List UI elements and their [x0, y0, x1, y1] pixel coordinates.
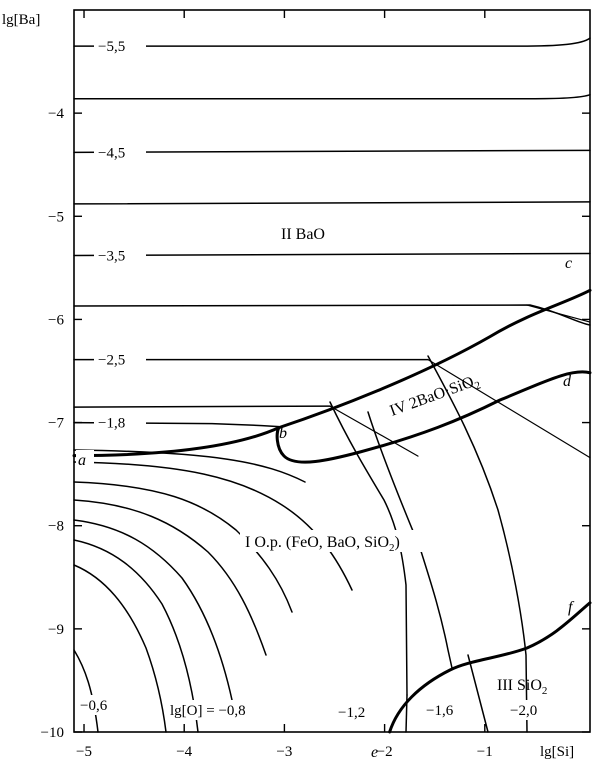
isoline-o-4.5 [73, 149, 591, 154]
isoline-label: −0,6 [80, 698, 108, 714]
point-label-d: d [563, 373, 572, 390]
isocurve-region-i-3 [73, 481, 293, 613]
x-tick-label: −4 [176, 744, 192, 760]
x-tick-label: −5 [76, 744, 92, 760]
isoline-o-1.6-lower [467, 654, 489, 733]
region-ii-label: II BaO [281, 226, 325, 243]
isocurve-region-i-8 [73, 649, 99, 733]
isoline-o-5.5 [73, 37, 591, 47]
label-mask [94, 350, 146, 369]
phase-boundaries [72, 288, 592, 734]
x-axis-title: lg[Si] [540, 744, 574, 760]
y-tick-label: −10 [41, 725, 64, 741]
isoline-o-4.0 [73, 201, 591, 205]
isoline-label: −4,5 [98, 145, 125, 161]
boundary-a-b-c [72, 288, 592, 458]
label-mask [94, 143, 146, 162]
axis-ticks [74, 10, 590, 733]
x-tick-label: −2 [377, 744, 393, 760]
y-tick-label: −6 [48, 312, 64, 328]
label-mask [240, 530, 426, 552]
region-i-label: I O.p. (FeO, BaO, SiO2) [245, 534, 400, 554]
isoline-label: −1,2 [338, 705, 365, 721]
boundary-b-d [275, 370, 592, 464]
label-mask [76, 450, 94, 468]
diagram-curves [73, 37, 591, 733]
isoline-o-3.0-region-iv [526, 304, 591, 323]
isoline-label: −1,8 [98, 416, 125, 432]
y-tick-label: −5 [48, 209, 64, 225]
point-label-c: c [565, 255, 572, 272]
label-mask [369, 740, 383, 760]
isocurve-region-i-2 [73, 461, 353, 591]
label-masks [76, 37, 553, 760]
boundary-e-f [388, 601, 592, 734]
y-tick-label: −4 [48, 106, 64, 122]
label-mask [168, 700, 274, 720]
label-mask [94, 246, 146, 265]
region-iii-label: III SiO2 [497, 677, 547, 697]
isoline-o-2.2 [73, 405, 331, 408]
y-axis-title: lg[Ba] [2, 12, 40, 28]
isoline-o-5.0 [73, 93, 591, 100]
label-mask [76, 695, 108, 715]
isocurve-region-i-1 [73, 449, 306, 483]
isoline-label: −3,5 [98, 248, 125, 264]
y-tick-label: −9 [48, 622, 64, 638]
isoline-label: −5,5 [98, 39, 125, 55]
label-mask [424, 700, 468, 720]
point-label-f: f [568, 599, 575, 616]
isocurve-region-i-5 [73, 519, 233, 701]
label-mask [94, 413, 146, 432]
isoline-o-2.5-region-iv [427, 359, 591, 459]
plot-frame [73, 9, 591, 733]
isoline-o-1.2-upper [329, 401, 408, 696]
isoline-label: −2,5 [98, 353, 125, 369]
y-tick-label: −8 [48, 519, 64, 535]
label-mask [276, 222, 374, 244]
x-tick-label: −3 [276, 744, 292, 760]
label-mask [336, 702, 380, 722]
isocurve-region-i-7 [73, 564, 167, 733]
label-mask [507, 700, 553, 720]
isocurve-region-i-4 [73, 499, 267, 656]
x-tick-label: −1 [477, 744, 493, 760]
isoline-o-3.0 [73, 304, 591, 326]
isoline-label: lg[O] = −0,8 [170, 703, 246, 719]
point-label-b: b [279, 425, 287, 442]
point-label-e: e [371, 744, 378, 761]
isoline-label: −2,0 [510, 703, 537, 719]
y-tick-label: −7 [48, 416, 64, 432]
isocurve-region-i-6 [73, 539, 199, 733]
point-label-a: a [78, 452, 86, 469]
diagram-labels: lg[Ba] lg[Si] −5 −4 −3 −2 −1−4−5−6−7−8−9−10−… [2, 12, 575, 761]
label-mask [94, 37, 146, 56]
isoline-label: −1,6 [426, 703, 454, 719]
isoline-o-2.0 [427, 355, 528, 733]
isoline-o-3.5 [73, 252, 591, 257]
